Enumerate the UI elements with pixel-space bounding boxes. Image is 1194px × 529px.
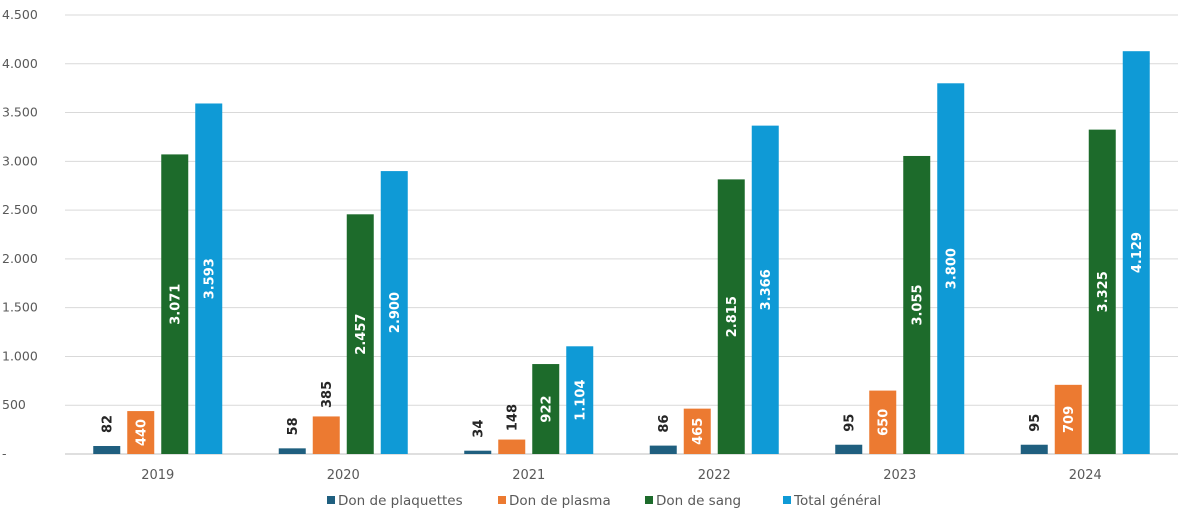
- legend-label: Don de sang: [656, 493, 741, 509]
- bar: [1020, 444, 1048, 454]
- data-label: 2.815: [725, 296, 740, 337]
- bar: [903, 155, 931, 454]
- data-label: 1.104: [574, 380, 589, 421]
- data-label: 2.457: [354, 314, 369, 355]
- data-label: 58: [286, 417, 301, 435]
- data-label: 922: [540, 395, 555, 422]
- legend-swatch: [327, 496, 335, 504]
- bar: [751, 125, 779, 455]
- data-label: 3.071: [169, 284, 184, 325]
- y-tick-label: 1.500: [2, 300, 38, 315]
- bar: [532, 364, 560, 454]
- legend-swatch: [645, 496, 653, 504]
- x-tick-label: 2021: [512, 468, 545, 483]
- y-tick-label: 2.500: [2, 202, 38, 217]
- y-tick-label: 2.000: [2, 251, 38, 266]
- legend-label: Don de plaquettes: [338, 493, 463, 509]
- x-tick-label: 2020: [327, 468, 360, 483]
- bar: [380, 171, 408, 455]
- y-tick-label: 3.500: [2, 105, 38, 120]
- bar: [127, 411, 155, 454]
- bar: [93, 446, 121, 454]
- bars: [93, 51, 1150, 455]
- data-label: 4.129: [1130, 232, 1145, 273]
- legend-swatch: [783, 496, 791, 504]
- y-axis-ticks: 4.500 4.000 3.500 3.000 2.500 2.000 1.500 1.000…: [2, 7, 38, 461]
- data-label: 709: [1062, 406, 1077, 433]
- data-labels: 82 440 3.071 3.593 58 385 2.457 2.900 34 148 922 1.…: [101, 232, 1146, 446]
- data-label: 385: [320, 381, 335, 408]
- x-tick-label: 2023: [883, 468, 916, 483]
- bar: [346, 214, 374, 454]
- bar: [278, 448, 306, 454]
- legend-label: Don de plasma: [509, 493, 611, 509]
- bar: [717, 179, 745, 454]
- data-label: 34: [472, 420, 487, 438]
- legend-label: Total général: [793, 493, 881, 509]
- bar: [1054, 384, 1082, 454]
- data-label: 3.800: [945, 248, 960, 289]
- data-label: 82: [101, 415, 116, 433]
- bar: [312, 416, 340, 454]
- x-tick-label: 2024: [1069, 468, 1102, 483]
- legend-swatch: [498, 496, 506, 504]
- bar: [161, 154, 189, 454]
- bar: [869, 390, 897, 454]
- bar: [835, 444, 863, 454]
- bar: [566, 346, 594, 454]
- data-label: 3.366: [759, 269, 774, 310]
- y-tick-label: -: [2, 446, 7, 461]
- data-label: 95: [1028, 414, 1043, 432]
- bar: [195, 103, 223, 455]
- bar: [1088, 129, 1116, 454]
- data-label: 3.325: [1096, 271, 1111, 312]
- y-tick-label: 3.000: [2, 153, 38, 168]
- bar: [649, 445, 677, 454]
- x-tick-label: 2019: [141, 468, 174, 483]
- bar: [464, 450, 492, 454]
- data-label: 650: [877, 409, 892, 436]
- legend: Don de plaquettes Don de plasma Don de san…: [327, 493, 881, 509]
- x-axis-ticks: 2019 2020 2021 2022 2023 2024: [141, 468, 1102, 483]
- data-label: 86: [657, 415, 672, 433]
- y-tick-label: 4.000: [2, 56, 38, 71]
- bar: [937, 83, 965, 455]
- y-tick-label: 4.500: [2, 7, 38, 22]
- data-label: 148: [506, 404, 521, 431]
- data-label: 465: [691, 418, 706, 445]
- data-label: 3.593: [203, 258, 218, 299]
- y-tick-label: 500: [2, 397, 26, 412]
- data-label: 2.900: [388, 292, 403, 333]
- gridlines: [65, 14, 1178, 455]
- y-tick-label: 1.000: [2, 348, 38, 363]
- bar: [498, 439, 526, 454]
- data-label: 440: [135, 419, 150, 446]
- data-label: 3.055: [911, 284, 926, 325]
- bar: [683, 408, 711, 454]
- x-tick-label: 2022: [698, 468, 731, 483]
- bar: [1122, 51, 1150, 454]
- data-label: 95: [843, 414, 858, 432]
